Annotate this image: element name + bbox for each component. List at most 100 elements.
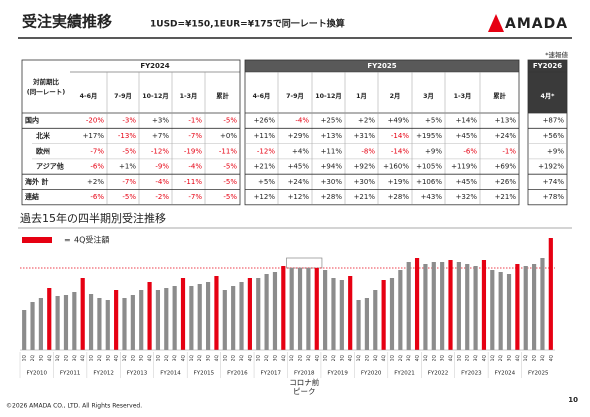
group-label: FY2012 [93,371,114,377]
page-number: 10 [568,396,578,404]
bar [189,286,194,350]
x-tick-label: 3Q [473,355,479,362]
x-tick-label: 1Q [323,355,329,362]
bar [289,268,294,350]
x-tick-label: 4Q [448,355,454,362]
bar [63,295,69,350]
bar [490,270,495,350]
group-label: FY2026 [533,62,562,70]
cell: +13% [495,117,517,125]
fy2025-header [245,60,519,72]
group-label: FY2020 [361,371,382,377]
x-tick-label: 3Q [306,355,312,362]
bar [38,298,43,350]
bar [348,276,353,350]
bar [414,258,420,350]
x-tick-label: 1Q [122,355,128,362]
x-tick-label: 2Q [30,355,36,362]
bar [30,302,35,350]
column-label: 10-12月 [142,92,168,100]
cell: +11% [321,147,343,155]
cell: +2% [87,178,104,186]
group-label: FY2016 [227,371,248,377]
cell: -1% [502,147,516,155]
cell: +26% [254,117,276,125]
x-tick-label: 4Q [214,355,220,362]
x-tick-label: 3Q [507,355,513,362]
group-label: FY2021 [394,371,415,377]
cell: +56% [543,132,565,140]
subtitle: 1USD=¥150,1EUR=¥175で同一レート換算 [150,18,345,30]
cell: -14% [391,132,409,140]
bar [272,272,278,350]
cell: +7% [152,132,169,140]
x-tick-label: 3Q [272,355,278,362]
group-label: FY2022 [428,371,449,377]
cell: +106% [416,178,442,186]
cell: -4% [295,117,309,125]
cell: -5% [122,193,136,201]
column-label: 1-3月 [180,92,198,100]
cell: -4% [188,163,202,171]
note: *速報値 [545,50,568,59]
cell: +30% [321,178,343,186]
x-tick-label: 1Q [523,355,529,362]
legend-label: 4Q受注額 [74,235,109,245]
cell: +43% [421,193,443,201]
cell: -12% [257,147,275,155]
cell: -12% [151,147,169,155]
cell: +195% [416,132,442,140]
x-tick-label: 3Q [172,355,178,362]
bar [22,310,27,350]
x-tick-label: 2Q [465,355,471,362]
bar [373,290,378,350]
column-label: 4-6月 [80,92,98,100]
cell: +192% [538,163,564,171]
x-tick-label: 4Q [114,355,120,362]
group-label: FY2015 [194,371,215,377]
group-label: FY2025 [528,371,549,377]
bar [297,268,303,350]
bar [147,282,152,350]
cell: +78% [543,193,565,201]
bar [197,284,202,350]
x-tick-label: 3Q [406,355,412,362]
cell: +21% [254,163,276,171]
cell: +12% [254,193,276,201]
x-tick-label: 3Q [373,355,379,362]
x-tick-label: 4Q [147,355,153,362]
column-label: 4-6月 [253,92,271,100]
cell: +119% [451,163,477,171]
cell: -14% [391,147,409,155]
bar [122,298,127,350]
cell: +24% [288,178,310,186]
bar [314,268,319,350]
bar [214,276,219,350]
x-tick-label: 1Q [456,355,462,362]
x-tick-label: 2Q [498,355,504,362]
bar [473,266,478,350]
bar [398,270,403,350]
bar [423,264,428,350]
bar [205,282,211,350]
x-tick-label: 2Q [97,355,103,362]
x-tick-label: 2Q [197,355,203,362]
bar [339,280,344,350]
cell: -19% [184,147,202,155]
bar [406,262,411,350]
cell: +28% [321,193,343,201]
cell: +69% [495,163,517,171]
x-tick-label: 4Q [314,355,320,362]
x-tick-label: 1Q [389,355,395,362]
bar [281,266,286,350]
cell: +30% [354,178,376,186]
fy2026-header [528,60,567,113]
x-tick-label: 3Q [72,355,78,362]
cell: -7% [188,132,202,140]
bar [356,300,361,350]
corner-label: 対前期比 [32,77,60,86]
row-label: 海外 計 [25,177,48,186]
cell: -7% [122,178,136,186]
x-tick-label: 2Q [231,355,237,362]
table-frame [21,59,241,206]
